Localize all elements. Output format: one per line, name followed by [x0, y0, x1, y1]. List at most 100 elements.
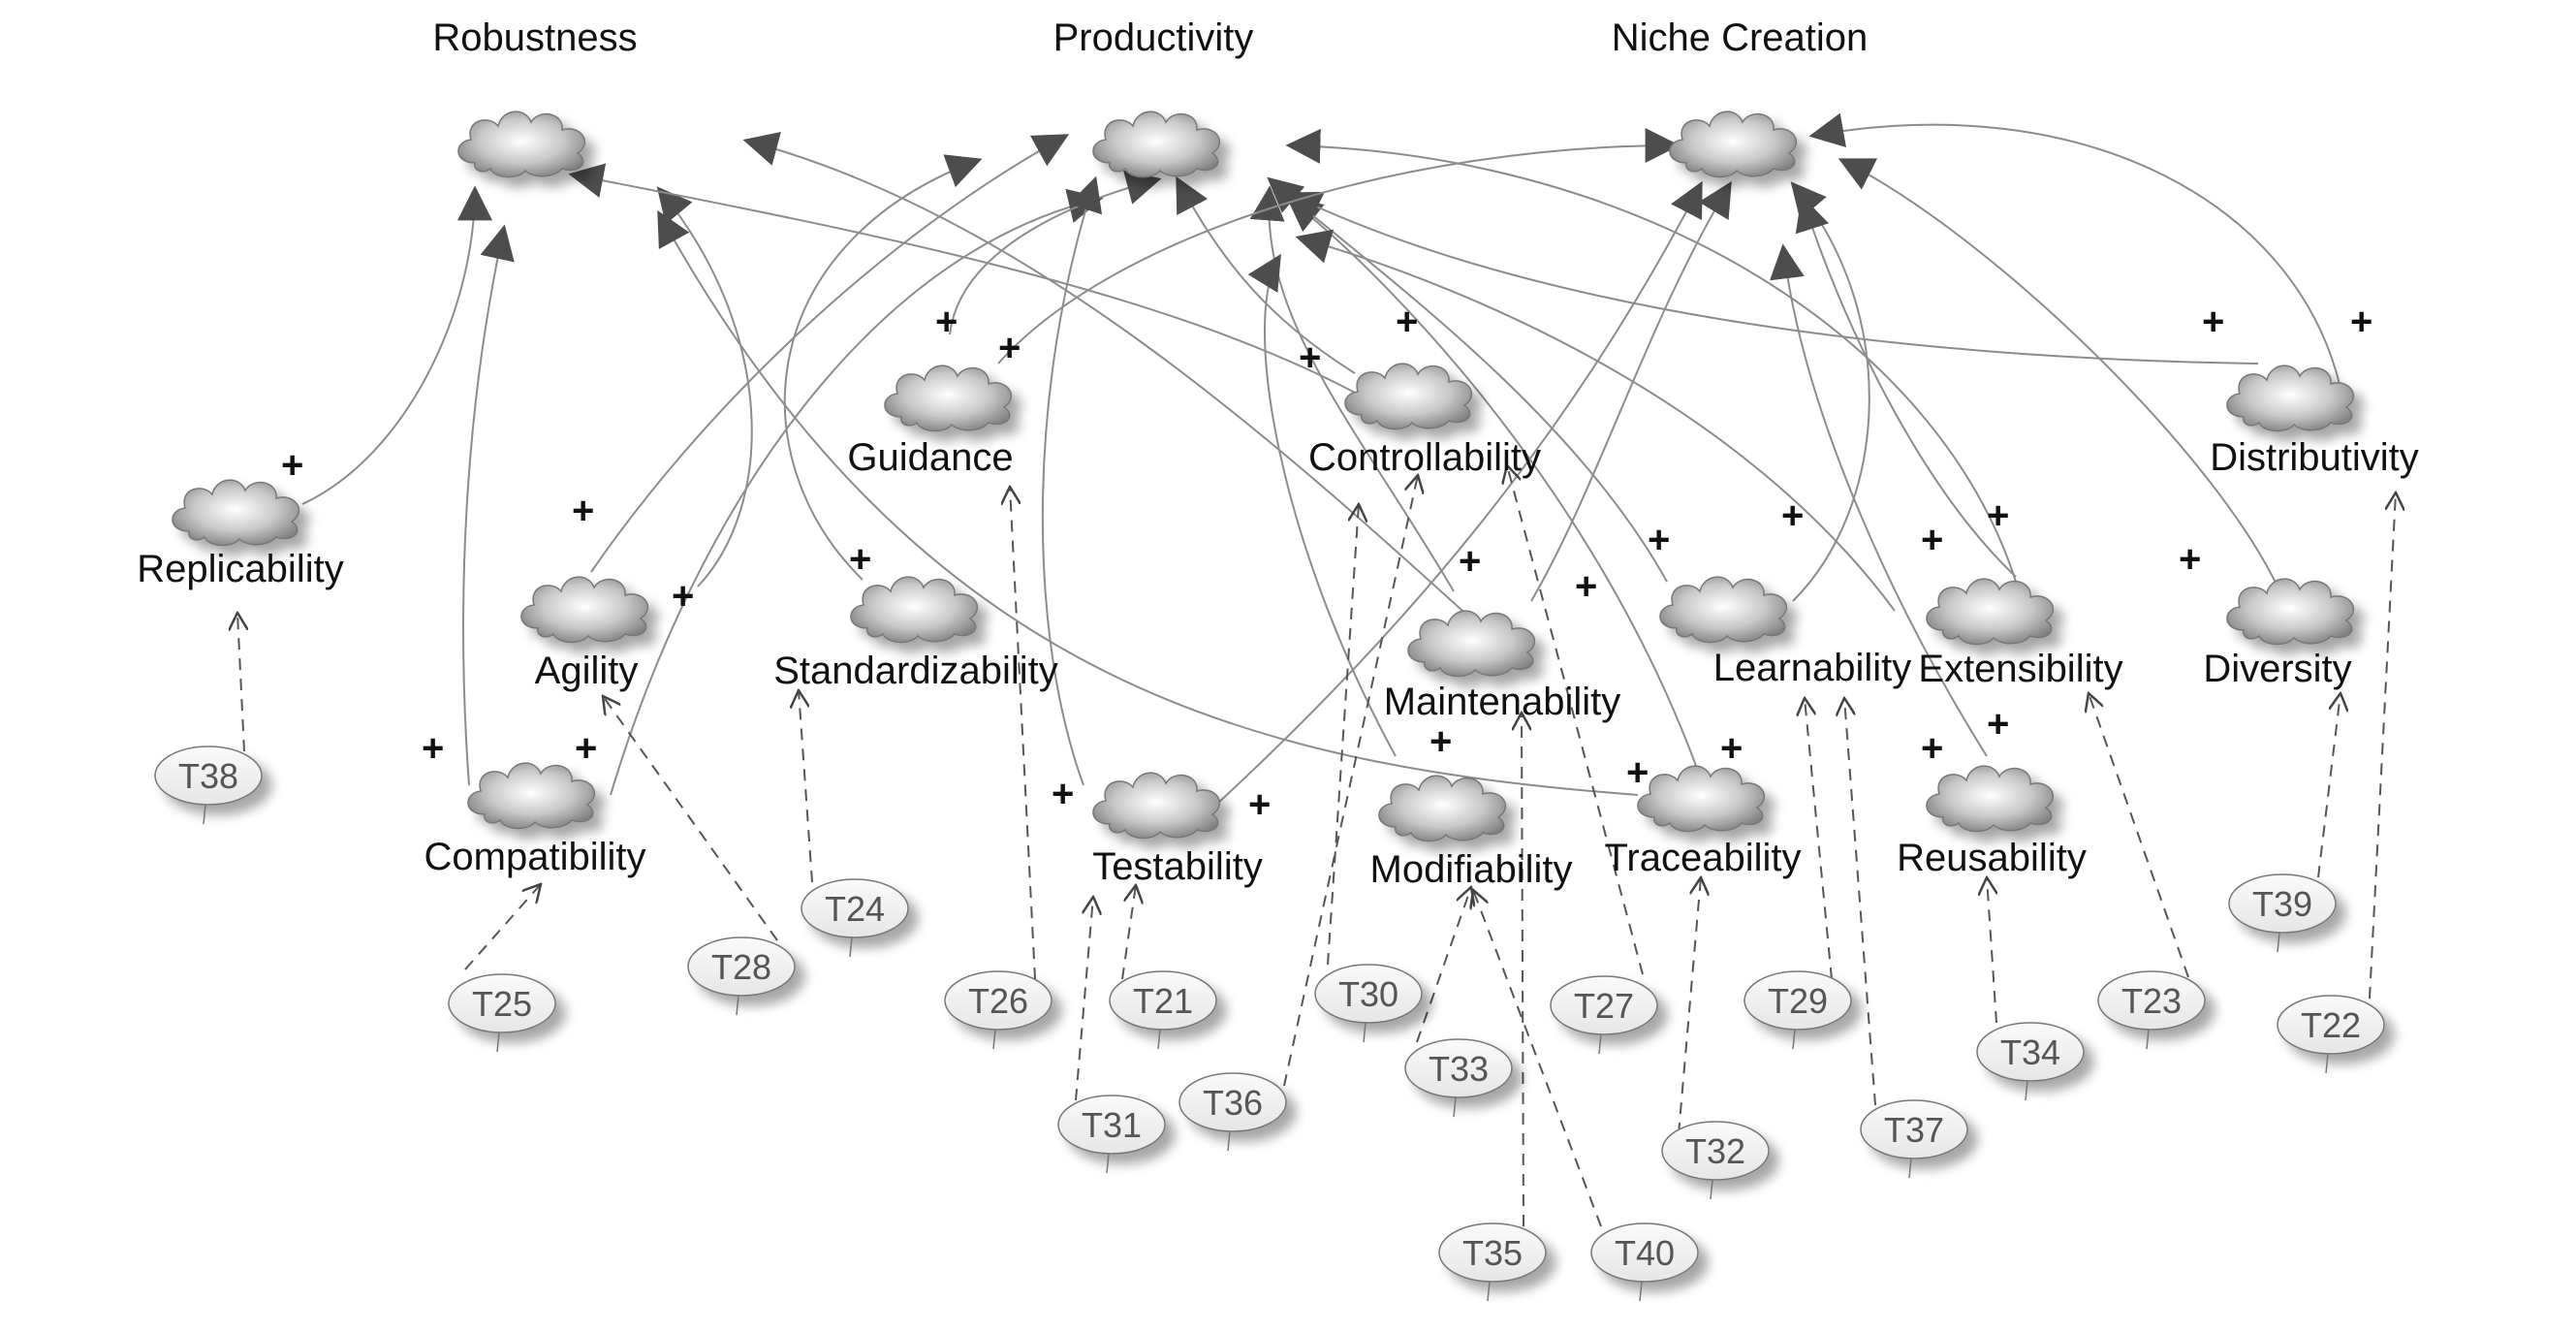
- plus-sign: +: [1648, 519, 1670, 561]
- softgoal-label: Traceability: [1604, 837, 1801, 879]
- task-T29[interactable]: T29: [1744, 970, 1852, 1050]
- task-label: T36: [1203, 1083, 1263, 1123]
- plus-sign: +: [1987, 703, 2009, 746]
- task-T37[interactable]: T37: [1860, 1099, 1968, 1179]
- contribution-signs: + + + + + + + + + + + + + + + + + + + + …: [281, 301, 2372, 826]
- link-T32: [1678, 877, 1701, 1135]
- task-T21[interactable]: T21: [1109, 970, 1217, 1050]
- softgoal-agility[interactable]: Agility: [520, 576, 649, 692]
- link-maintenability-robustness: [742, 132, 1474, 621]
- task-T28[interactable]: T28: [687, 936, 796, 1016]
- plus-sign: +: [1396, 301, 1418, 343]
- task-T26[interactable]: T26: [944, 970, 1052, 1050]
- link-extensibility-niche: [1795, 195, 2017, 578]
- task-T40[interactable]: T40: [1590, 1222, 1699, 1302]
- softgoal-distributivity[interactable]: Distributivity: [2210, 365, 2419, 479]
- softgoal-label: Maintenability: [1384, 681, 1621, 723]
- softgoal-guidance[interactable]: Guidance: [847, 365, 1014, 479]
- task-label: T24: [825, 889, 885, 929]
- link-T38: [237, 613, 244, 752]
- task-T32[interactable]: T32: [1661, 1121, 1770, 1200]
- link-extensibility-productivity: [1285, 128, 2017, 583]
- goal-productivity[interactable]: Productivity: [1053, 16, 1254, 178]
- link-T37: [1844, 698, 1876, 1106]
- task-label: T40: [1615, 1233, 1675, 1273]
- plus-sign: +: [2350, 301, 2372, 343]
- softgoal-label: Extensibility: [1918, 648, 2122, 690]
- softgoal-maintenability[interactable]: Maintenability: [1384, 610, 1621, 723]
- goal-title-robustness: Robustness: [432, 16, 637, 59]
- task-label: T25: [472, 984, 532, 1024]
- link-T25: [464, 884, 541, 970]
- link-diversity-niche: [1838, 158, 2278, 587]
- link-compatibility-robustness: [462, 224, 515, 786]
- link-traceability-productivity: [1286, 196, 1697, 767]
- softgoal-compatibility[interactable]: Compatibility: [424, 762, 646, 878]
- goal-robustness[interactable]: Robustness: [432, 16, 638, 178]
- softgoal-label: Reusability: [1897, 837, 2087, 879]
- link-T31: [1075, 897, 1093, 1101]
- task-T25[interactable]: T25: [448, 973, 556, 1053]
- plus-sign: +: [572, 490, 594, 532]
- link-distributivity-productivity: [1285, 191, 2259, 365]
- tasks: T38 T25 T28 T24 T26 T21: [154, 746, 2385, 1302]
- task-label: T33: [1429, 1049, 1489, 1089]
- plus-sign: +: [1575, 565, 1597, 608]
- plus-sign: +: [1781, 494, 1804, 537]
- softgoal-label: Controllability: [1308, 436, 1541, 479]
- softgoal-controllability[interactable]: Controllability: [1308, 363, 1541, 479]
- softgoal-traceability[interactable]: Traceability: [1604, 765, 1802, 879]
- task-T36[interactable]: T36: [1178, 1072, 1287, 1152]
- link-T35: [1522, 713, 1524, 1227]
- task-T39[interactable]: T39: [2228, 873, 2337, 953]
- softgoal-label: Learnability: [1713, 647, 1912, 689]
- task-T27[interactable]: T27: [1550, 975, 1658, 1055]
- softgoal-extensibility[interactable]: Extensibility: [1918, 578, 2123, 690]
- goal-niche-creation[interactable]: Niche Creation: [1612, 16, 1869, 178]
- goal-clouds: Robustness Productivity Niche Creation: [432, 16, 1869, 178]
- softgoal-reusability[interactable]: Reusability: [1897, 765, 2087, 879]
- task-T35[interactable]: T35: [1438, 1222, 1547, 1302]
- task-T24[interactable]: T24: [801, 878, 909, 958]
- link-reusability-productivity: [1295, 229, 1896, 612]
- task-links: [237, 465, 2396, 1227]
- goal-title-productivity: Productivity: [1053, 16, 1254, 59]
- softgoal-learnability[interactable]: Learnability: [1659, 576, 1912, 689]
- link-controllability-productivity: [1176, 175, 1356, 374]
- task-label: T39: [2252, 884, 2312, 924]
- link-T39: [2317, 693, 2340, 878]
- plus-sign: +: [998, 327, 1021, 369]
- task-T34[interactable]: T34: [1976, 1022, 2085, 1101]
- task-T23[interactable]: T23: [2097, 970, 2206, 1050]
- softgoal-standardizability[interactable]: Standardizability: [773, 576, 1058, 692]
- plus-sign: +: [1052, 773, 1074, 815]
- task-label: T28: [711, 947, 771, 987]
- plus-sign: +: [1987, 494, 2009, 537]
- link-T30: [1327, 504, 1359, 966]
- link-testability-niche: [1215, 180, 1703, 806]
- link-modifiability-productivity: [1247, 253, 1397, 757]
- link-replicability-robustness: [301, 185, 492, 505]
- softgoal-label: Distributivity: [2210, 436, 2419, 479]
- softgoal-label: Modifiability: [1370, 848, 1573, 891]
- softgoal-diversity[interactable]: Diversity: [2203, 578, 2355, 690]
- plus-sign: +: [1720, 727, 1743, 770]
- plus-sign: +: [1429, 720, 1452, 763]
- softgoal-testability[interactable]: Testability: [1092, 772, 1263, 888]
- task-T33[interactable]: T33: [1404, 1038, 1513, 1118]
- task-T38[interactable]: T38: [154, 746, 263, 825]
- task-label: T27: [1574, 986, 1634, 1026]
- softgoal-modifiability[interactable]: Modifiability: [1370, 775, 1573, 891]
- link-maintenability-productivity: [1249, 185, 1455, 592]
- task-T30[interactable]: T30: [1314, 964, 1423, 1043]
- link-T29: [1805, 698, 1833, 980]
- task-label: T38: [178, 756, 238, 796]
- link-T27: [1507, 465, 1644, 975]
- link-guidance-productivity: [949, 170, 1162, 335]
- contribution-links: [301, 112, 2344, 806]
- link-T22: [2369, 492, 2396, 1000]
- softgoal-replicability[interactable]: Replicability: [137, 479, 344, 590]
- task-T31[interactable]: T31: [1057, 1095, 1166, 1174]
- softgoal-label: Standardizability: [773, 650, 1058, 692]
- task-T22[interactable]: T22: [2277, 995, 2385, 1074]
